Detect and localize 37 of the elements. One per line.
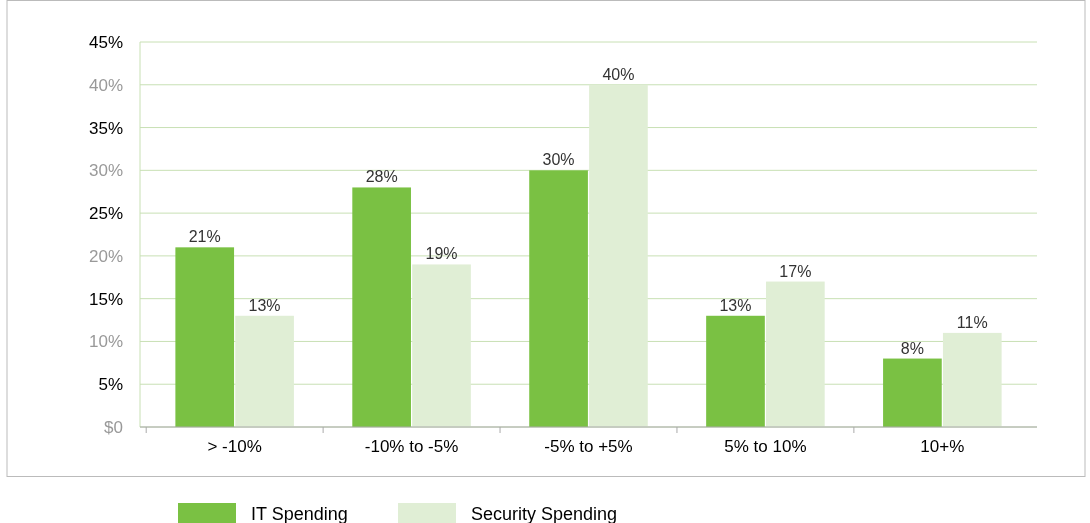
data-label: 19% — [425, 245, 458, 263]
legend-label: Security Spending — [471, 504, 618, 523]
data-label: 40% — [602, 65, 635, 83]
bar — [412, 264, 471, 427]
data-label: 8% — [900, 339, 924, 357]
x-tick-label: > -10% — [207, 437, 262, 456]
data-label: 28% — [365, 168, 398, 186]
y-tick-label: 45% — [88, 32, 123, 52]
bar — [766, 281, 825, 427]
bar — [706, 315, 765, 427]
bar — [175, 247, 235, 427]
data-label: 11% — [956, 313, 988, 331]
bar — [352, 187, 411, 427]
y-tick-label: 5% — [98, 375, 123, 395]
x-tick-label: 10+% — [920, 437, 965, 456]
legend-label: IT Spending — [251, 504, 348, 523]
bar — [235, 315, 294, 427]
y-tick-label: 30% — [88, 161, 123, 181]
data-label: 30% — [542, 151, 575, 169]
x-tick-label: -5% to +5% — [544, 437, 633, 456]
y-tick-label: 25% — [88, 204, 123, 224]
y-tick-label: 40% — [88, 75, 123, 95]
x-tick-label: 5% to 10% — [724, 437, 807, 456]
y-tick-label: 20% — [88, 246, 123, 266]
data-label: 17% — [779, 262, 812, 280]
bar — [883, 358, 942, 427]
y-tick-label: 35% — [88, 118, 123, 138]
data-label: 13% — [248, 296, 281, 314]
bar — [529, 170, 588, 427]
y-tick-label: $0 — [104, 417, 123, 437]
bar — [942, 332, 1002, 427]
y-tick-label: 15% — [88, 289, 123, 309]
bar — [589, 84, 648, 427]
x-tick-label: -10% to -5% — [364, 437, 459, 456]
data-label: 21% — [188, 228, 221, 246]
y-tick-label: 10% — [88, 332, 123, 352]
data-label: 13% — [719, 296, 752, 314]
